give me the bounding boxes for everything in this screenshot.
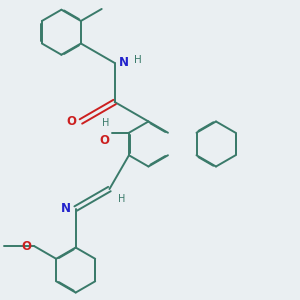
Text: O: O [100,134,110,147]
Text: O: O [21,239,31,253]
Text: H: H [118,194,126,203]
Text: H: H [102,118,110,128]
Text: N: N [119,56,129,70]
Text: O: O [66,115,76,128]
Text: N: N [61,202,71,215]
Text: H: H [134,55,142,65]
